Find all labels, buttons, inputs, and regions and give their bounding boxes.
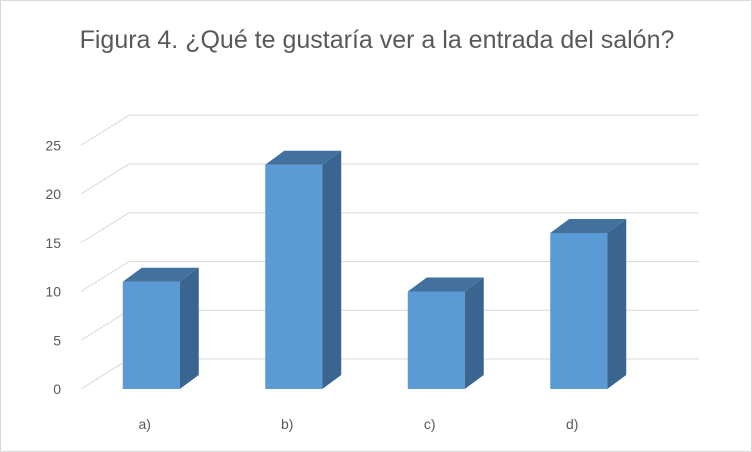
x-tick-label: a) <box>139 416 151 432</box>
bar-top <box>265 150 342 165</box>
x-tick-label: c) <box>424 416 436 432</box>
bar-side <box>464 277 484 389</box>
bar-front <box>265 164 323 389</box>
x-tick-label: d) <box>566 416 578 432</box>
bar-front <box>550 233 608 389</box>
y-tick-label: 10 <box>45 284 61 300</box>
gridline <box>80 261 699 292</box>
bar-top <box>407 277 484 292</box>
y-tick-label: 0 <box>53 381 61 397</box>
gridline <box>80 212 699 244</box>
y-tick-label: 15 <box>45 235 61 251</box>
bar-side <box>179 267 199 389</box>
chart-title: Figura 4. ¿Qué te gustaría ver a la entr… <box>79 26 675 54</box>
bar-top <box>122 267 199 282</box>
bar-side <box>322 150 342 389</box>
gridline <box>80 114 699 146</box>
bar-top <box>550 219 627 233</box>
gridline <box>80 163 699 195</box>
y-tick-label: 25 <box>45 137 61 153</box>
y-tick-label: 20 <box>45 186 61 202</box>
x-tick-label: b) <box>281 416 293 432</box>
y-tick-label: 5 <box>53 332 61 348</box>
bar-front <box>122 281 180 389</box>
bar-side <box>607 219 627 389</box>
bar-front <box>407 291 465 389</box>
